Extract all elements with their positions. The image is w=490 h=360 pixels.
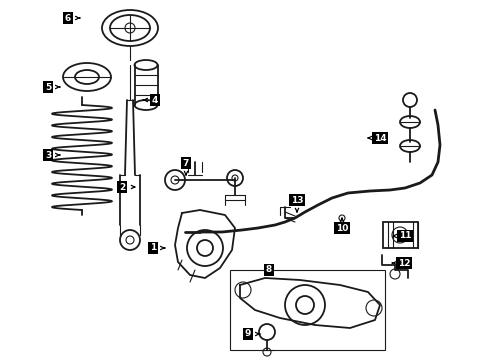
Text: 8: 8 [266,266,272,275]
Text: 1: 1 [150,243,156,252]
Text: 7: 7 [183,158,189,167]
Text: 10: 10 [336,224,348,233]
Text: 12: 12 [398,258,410,267]
Bar [230,270,385,350]
Text: 6: 6 [65,14,71,23]
Text: 3: 3 [45,150,51,159]
Text: 4: 4 [152,95,158,104]
Text: 2: 2 [119,183,125,192]
Text: 5: 5 [45,82,51,91]
Text: 11: 11 [399,231,411,240]
Text: 9: 9 [245,329,251,338]
Bar [383,222,418,248]
Text: 14: 14 [374,134,386,143]
Text: 13: 13 [291,195,303,204]
